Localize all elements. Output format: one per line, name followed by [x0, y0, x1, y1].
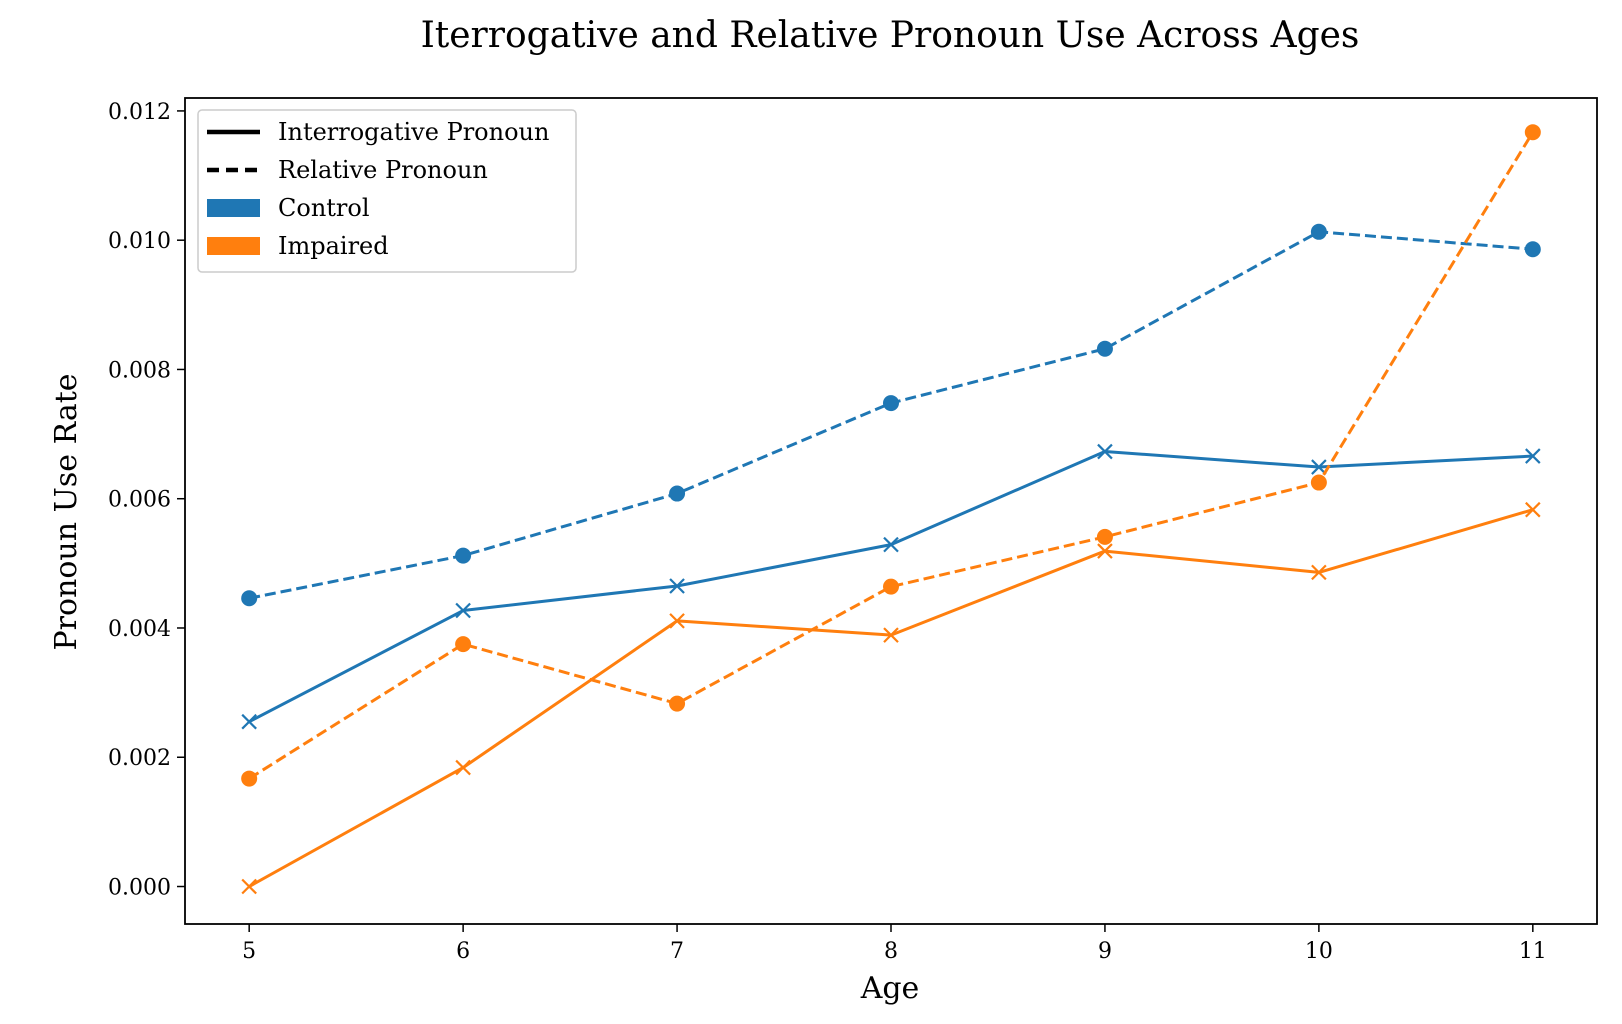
- x-tick-label: 6: [456, 939, 470, 964]
- data-point-control-interrogative-6: [455, 602, 471, 619]
- y-tick-label: 0.012: [108, 100, 171, 125]
- data-point-impaired-interrogative-9: [1097, 543, 1113, 559]
- legend: Interrogative Pronoun Relative Pronoun Con…: [197, 109, 577, 273]
- data-point-control-relative-6: [455, 547, 472, 564]
- data-point-control-interrogative-8: [883, 536, 899, 553]
- legend-box: [197, 109, 577, 273]
- data-point-control-relative-9: [1096, 340, 1113, 357]
- data-point-control-relative-8: [883, 395, 899, 412]
- x-tick-label: 8: [884, 939, 898, 964]
- data-point-impaired-relative-6: [455, 636, 472, 653]
- x-axis: 5 6 7 8 9 10 11: [242, 924, 1547, 964]
- data-point-impaired-relative-9: [1096, 528, 1113, 545]
- data-point-impaired-relative-8: [883, 578, 899, 595]
- y-tick-label: 0.002: [108, 746, 171, 771]
- data-point-control-interrogative-7: [669, 578, 685, 594]
- data-point-control-interrogative-5: [241, 713, 257, 730]
- data-point-impaired-interrogative-7: [669, 613, 685, 629]
- legend-swatch-control: [207, 199, 260, 217]
- y-tick-label: 0.010: [108, 229, 171, 254]
- x-tick-label: 11: [1519, 939, 1547, 964]
- data-point-control-relative-11: [1524, 241, 1541, 258]
- data-point-impaired-relative-5: [241, 770, 258, 787]
- data-point-impaired-relative-10: [1310, 474, 1327, 491]
- x-tick-label: 5: [242, 939, 256, 964]
- y-tick-label: 0.004: [108, 617, 171, 642]
- legend-label-impaired: Impaired: [278, 232, 389, 260]
- y-tick-label: 0.006: [108, 488, 171, 513]
- data-point-control-interrogative-10: [1311, 459, 1327, 475]
- data-point-control-interrogative-9: [1097, 443, 1113, 460]
- plot-area: [184, 97, 1598, 925]
- y-tick-label: 0.000: [108, 876, 171, 901]
- x-tick-label: 7: [670, 939, 684, 964]
- data-point-impaired-interrogative-8: [883, 627, 899, 643]
- data-point-impaired-interrogative-5: [241, 878, 257, 895]
- legend-swatch-impaired: [207, 237, 260, 255]
- data-point-impaired-relative-7: [669, 695, 686, 712]
- x-tick-label: 9: [1098, 939, 1112, 964]
- data-point-control-interrogative-11: [1525, 448, 1541, 464]
- chart-title: Iterrogative and Relative Pronoun Use Ac…: [421, 15, 1360, 56]
- legend-label-control: Control: [278, 194, 370, 222]
- x-axis-label: Age: [860, 971, 920, 1006]
- data-point-impaired-interrogative-11: [1525, 501, 1541, 518]
- y-axis-label: Pronoun Use Rate: [49, 373, 84, 650]
- data-point-impaired-interrogative-10: [1311, 564, 1327, 581]
- y-tick-label: 0.008: [108, 358, 171, 383]
- legend-label-relative-pronoun: Relative Pronoun: [278, 156, 488, 184]
- x-tick-label: 10: [1305, 939, 1333, 964]
- data-point-control-relative-5: [241, 590, 258, 607]
- series-line-impaired-interrogative: [248, 508, 1534, 888]
- data-point-impaired-interrogative-6: [455, 759, 471, 776]
- data-point-impaired-relative-11: [1524, 124, 1541, 141]
- legend-label-interrogative-pronoun: Interrogative Pronoun: [278, 118, 549, 146]
- y-axis: 0.000 0.002 0.004 0.006 0.008 0.010 0.012: [108, 100, 185, 901]
- data-point-control-relative-7: [669, 485, 686, 502]
- data-point-control-relative-10: [1310, 223, 1327, 240]
